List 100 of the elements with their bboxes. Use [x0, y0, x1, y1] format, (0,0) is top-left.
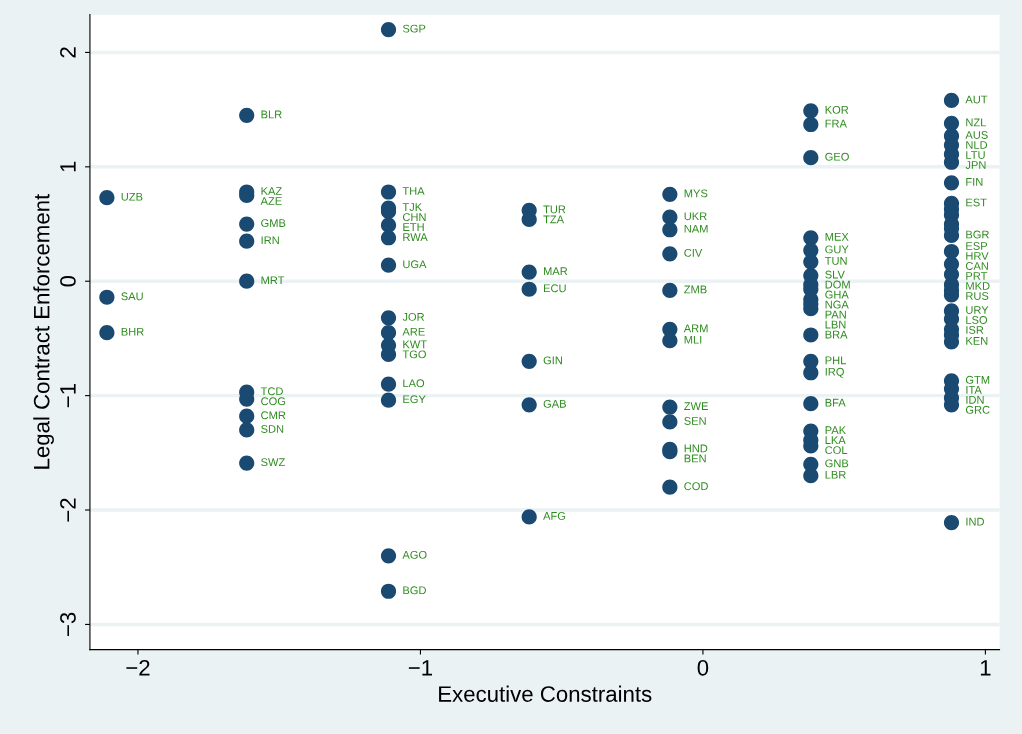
- annotation: AUT: [965, 95, 988, 104]
- annotation: HRV: [966, 252, 989, 260]
- annotation: BHR: [121, 327, 144, 336]
- annotation: HND: [684, 444, 708, 453]
- annotation: UGA: [403, 260, 427, 269]
- annotation: CMR: [261, 411, 286, 420]
- annotation: PAN: [825, 310, 846, 319]
- y-tick-label: 0: [60, 275, 76, 287]
- annotation: DOM: [825, 280, 850, 289]
- annotation: IRN: [261, 236, 279, 245]
- annotation: IDN: [966, 395, 984, 404]
- annotation: NLD: [966, 141, 988, 149]
- annotation: GRC: [965, 405, 990, 414]
- annotation: PAK: [825, 426, 846, 434]
- annotation: BEN: [684, 454, 706, 463]
- annotation: MYS: [684, 189, 708, 198]
- annotation: NZL: [966, 118, 987, 127]
- annotation: FRA: [825, 119, 847, 128]
- annotation: GAB: [543, 399, 566, 408]
- annotation: AZE: [260, 197, 282, 205]
- annotation: PRT: [966, 272, 988, 280]
- annotation: ISR: [966, 326, 984, 334]
- annotation: MEX: [825, 232, 849, 241]
- annotation: BRA: [825, 330, 848, 339]
- annotation: SDN: [261, 425, 284, 433]
- annotation: SAU: [121, 292, 143, 301]
- annotation: LAO: [403, 379, 425, 388]
- annotation: LSO: [966, 316, 988, 324]
- annotation: FIN: [966, 178, 983, 186]
- x-axis-title: Executive Constraints: [439, 685, 652, 702]
- annotation: LKA: [825, 436, 846, 444]
- annotation: LTU: [966, 151, 985, 159]
- annotation: KOR: [825, 105, 849, 114]
- annotation: EST: [966, 198, 987, 207]
- annotation: RUS: [966, 292, 989, 300]
- annotation: GIN: [543, 356, 562, 365]
- y-tick-label: −3: [60, 612, 76, 636]
- annotation: BGD: [403, 586, 426, 595]
- annotation: GNB: [825, 459, 849, 468]
- annotation: LBN: [825, 320, 846, 329]
- annotation: JOR: [402, 312, 425, 321]
- annotation: TGO: [402, 350, 426, 359]
- annotation: SGP: [402, 24, 426, 33]
- y-axis-title: Legal Contract Enforcement: [33, 193, 54, 469]
- annotation: NGA: [825, 300, 849, 309]
- annotation: GHA: [825, 290, 849, 299]
- annotation: MAR: [543, 267, 568, 275]
- annotation: EGY: [403, 395, 426, 404]
- annotation: CHN: [402, 213, 426, 221]
- annotation: ITA: [966, 385, 982, 394]
- annotation: BLR: [261, 110, 282, 119]
- annotation: GUY: [825, 245, 849, 254]
- y-tick-label: 1: [60, 161, 76, 172]
- annotation: PHL: [825, 356, 846, 365]
- annotation: GEO: [825, 152, 849, 161]
- annotation: TUR: [543, 205, 566, 214]
- annotation: TUN: [824, 257, 847, 265]
- x-tick-label: −2: [126, 659, 150, 676]
- annotation: ECU: [543, 284, 566, 293]
- x-tick-label: −1: [408, 660, 433, 676]
- annotation: SWZ: [261, 458, 285, 467]
- annotation: SEN: [684, 417, 706, 425]
- annotation: JPN: [965, 161, 986, 169]
- annotation: MLI: [684, 335, 702, 344]
- annotation: IRQ: [825, 367, 844, 378]
- annotation: ZWE: [684, 402, 708, 410]
- annotation: MKD: [966, 282, 990, 290]
- annotation: CAN: [965, 262, 988, 270]
- annotation: LBR: [825, 470, 846, 479]
- annotation: ARE: [402, 327, 425, 336]
- annotation: UZB: [121, 192, 143, 201]
- annotation: AFG: [543, 512, 566, 520]
- annotation: URY: [966, 306, 989, 314]
- annotation: KWT: [403, 340, 427, 349]
- x-tick-label: 0: [697, 659, 709, 676]
- annotation: KEN: [966, 337, 988, 345]
- annotation: COD: [684, 482, 708, 491]
- annotation: MRT: [261, 276, 285, 285]
- annotation: COL: [825, 446, 848, 455]
- annotation: AUS: [965, 131, 988, 139]
- annotation: BFA: [825, 398, 846, 407]
- annotation: AGO: [402, 550, 427, 559]
- annotation: NAM: [684, 224, 708, 233]
- annotation: ZMB: [684, 285, 707, 294]
- annotation: THA: [402, 187, 425, 195]
- annotation: RWA: [403, 233, 428, 241]
- annotation: KAZ: [261, 187, 282, 195]
- annotation: CIV: [684, 248, 703, 257]
- annotation: TCD: [260, 387, 283, 396]
- annotation: COG: [261, 397, 286, 406]
- annotation: GTM: [965, 375, 990, 384]
- annotation: UKR: [684, 212, 707, 221]
- annotation: ESP: [966, 242, 988, 250]
- annotation: BGR: [966, 230, 989, 239]
- annotation: GMB: [261, 219, 286, 228]
- y-tick-label: −1: [60, 384, 76, 408]
- annotation: ARM: [683, 324, 708, 333]
- annotation: SLV: [825, 270, 845, 279]
- annotation: ETH: [403, 223, 424, 231]
- annotation: TZA: [543, 215, 565, 224]
